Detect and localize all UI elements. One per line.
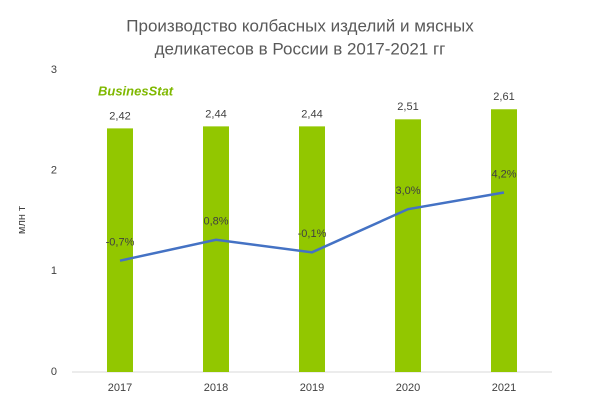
x-tick-label: 2017: [108, 382, 132, 394]
bar: [203, 126, 229, 372]
data-label: 3,0%: [395, 185, 420, 197]
data-label: 2,44: [205, 108, 226, 120]
data-label: -0,1%: [298, 228, 327, 240]
data-label: 4,2%: [491, 168, 516, 180]
y-tick-label: 3: [51, 64, 57, 76]
data-label: 0,8%: [203, 216, 228, 228]
x-tick-label: 2019: [300, 382, 324, 394]
data-label: 2,61: [493, 91, 514, 103]
chart-title: Производство колбасных изделий и мясных: [126, 16, 474, 35]
y-tick-label: 1: [51, 265, 57, 277]
data-label: -0,7%: [106, 237, 135, 249]
x-tick-label: 2020: [396, 382, 420, 394]
bar: [491, 109, 517, 372]
bar: [395, 119, 421, 373]
bar: [107, 128, 133, 372]
y-tick-label: 2: [51, 165, 57, 177]
y-axis-label: млн т: [16, 206, 28, 234]
chart-title: деликатесов в России в 2017-2021 гг: [155, 39, 446, 58]
watermark: BusinesStat: [98, 83, 174, 98]
x-tick-label: 2021: [492, 382, 516, 394]
x-tick-label: 2018: [204, 382, 228, 394]
data-label: 2,44: [301, 108, 322, 120]
y-tick-label: 0: [51, 366, 57, 378]
data-label: 2,51: [397, 101, 418, 113]
data-label: 2,42: [109, 110, 130, 122]
line: [119, 191, 505, 262]
